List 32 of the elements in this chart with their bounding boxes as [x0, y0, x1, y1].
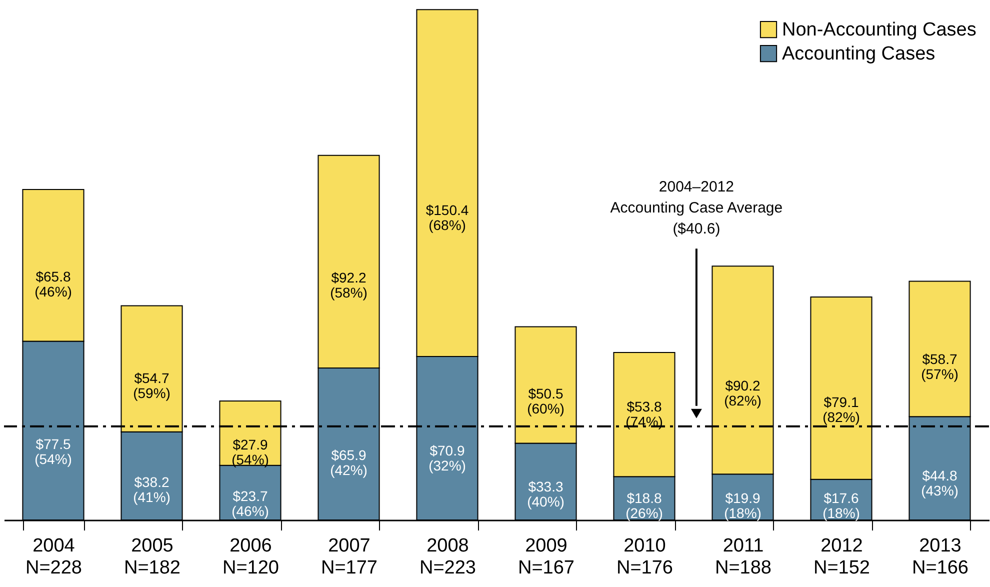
- data-label: $150.4 (68%): [426, 202, 469, 233]
- x-tick-label: 2004 N=228: [25, 536, 82, 578]
- data-label: $18.8 (26%): [626, 490, 663, 521]
- x-tick-label: 2007 N=177: [320, 536, 378, 578]
- x-tick-label: 2013 N=166: [912, 536, 969, 578]
- x-tick-label: 2005 N=182: [124, 536, 181, 578]
- data-label: $65.9 (42%): [330, 447, 368, 478]
- data-label: $19.9 (18%): [724, 490, 762, 521]
- data-label: $58.7 (57%): [921, 350, 958, 382]
- x-tick-label: 2006 N=120: [222, 536, 280, 578]
- legend-label: Accounting Cases: [782, 44, 936, 64]
- data-label: $70.9 (32%): [428, 442, 466, 474]
- x-tick-label: 2012 N=152: [813, 536, 870, 578]
- x-tick-label: 2011 N=188: [714, 536, 772, 578]
- data-label: $23.7 (46%): [232, 488, 269, 520]
- data-label: $44.8 (43%): [921, 468, 958, 499]
- data-label: $50.5 (60%): [527, 385, 564, 416]
- x-tick-label: 2009 N=167: [518, 536, 575, 578]
- x-tick-label: 2010 N=176: [616, 536, 674, 578]
- data-label: $92.2 (58%): [330, 270, 368, 301]
- annotation: 2004–2012 Accounting Case Average ($40.6): [610, 178, 783, 238]
- data-label: $65.8 (46%): [34, 268, 72, 300]
- data-label: $54.7 (59%): [133, 370, 170, 401]
- data-label: $27.9 (54%): [232, 436, 269, 468]
- data-label: $90.2 (82%): [724, 378, 762, 409]
- data-label: $38.2 (41%): [133, 474, 170, 505]
- data-label: $77.5 (54%): [34, 436, 72, 467]
- legend-label: Non-Accounting Cases: [782, 20, 976, 40]
- data-label: $33.3 (40%): [527, 478, 564, 510]
- data-label: $17.6 (18%): [822, 490, 860, 521]
- data-label: $79.1 (82%): [822, 394, 860, 425]
- x-tick-label: 2008 N=223: [419, 536, 476, 578]
